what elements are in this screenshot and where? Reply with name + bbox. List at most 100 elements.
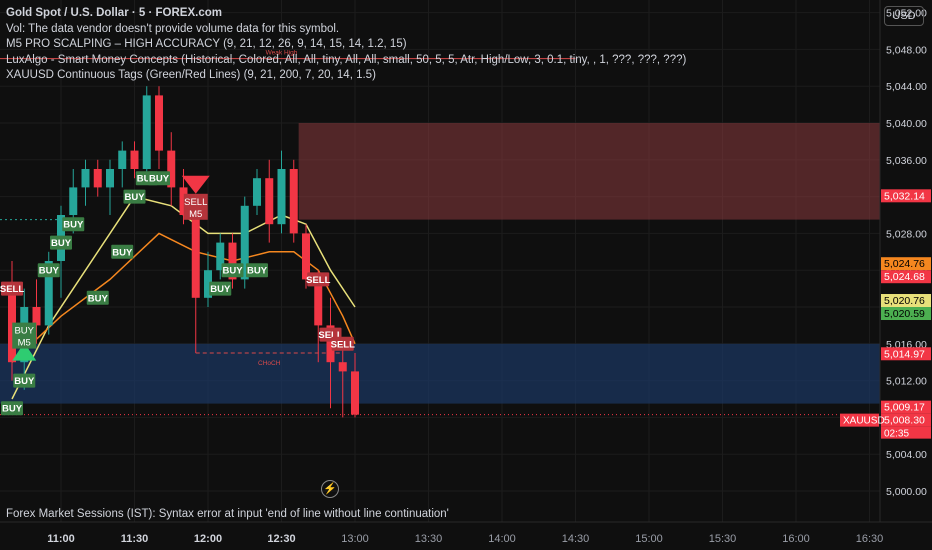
currency-button[interactable]: USD (884, 6, 924, 26)
zone-supply (298, 123, 880, 220)
candle-body[interactable] (216, 242, 225, 271)
price-tag (881, 307, 931, 321)
signal-buy-badge[interactable] (1, 401, 23, 416)
candle-body[interactable] (314, 279, 323, 326)
big-signal-label: SELL (184, 197, 207, 208)
indicator-luxalgo-smc[interactable]: LuxAlgo - Smart Money Concepts (Historic… (6, 53, 687, 66)
price-tag-label: 5,020.76 (884, 295, 925, 307)
price-tag (881, 270, 931, 284)
candle-body[interactable] (191, 215, 200, 298)
price-tick-label: 5,048.00 (886, 44, 927, 56)
price-tick-label: 5,036.00 (886, 155, 927, 167)
signal-buy-badge[interactable] (37, 263, 60, 278)
indicator-error-message: Forex Market Sessions (IST): Syntax erro… (6, 508, 449, 520)
candle-body[interactable] (302, 233, 310, 280)
signal-sell-label: SELL (318, 330, 342, 341)
candle-body[interactable] (8, 288, 16, 363)
candle-body[interactable] (338, 362, 347, 372)
big-signal-sell[interactable] (183, 193, 208, 220)
signal-buy-badge[interactable] (209, 281, 232, 296)
time-tick-label: 11:00 (47, 533, 75, 545)
signal-buy-label: BUY (124, 192, 145, 203)
candle-body[interactable] (240, 205, 249, 280)
candle-body[interactable] (69, 187, 78, 215)
candle-body[interactable] (118, 150, 127, 169)
signal-buy-badge[interactable] (148, 171, 170, 186)
indicator-volume[interactable]: Vol: The data vendor doesn't provide vol… (6, 22, 340, 35)
price-tick-label: 5,004.00 (886, 449, 927, 461)
signal-buy-badge[interactable] (246, 263, 268, 278)
candle-body[interactable] (326, 325, 335, 363)
structure-label: Weak High (266, 50, 298, 57)
time-tick-label: 13:30 (415, 533, 443, 545)
structure-label: CHoCH (258, 360, 281, 367)
signal-buy-badge[interactable] (62, 217, 85, 232)
price-tag (881, 400, 931, 414)
candle-body[interactable] (93, 169, 102, 188)
signal-buy-badge[interactable] (111, 244, 134, 259)
signal-buy-badge[interactable] (123, 189, 146, 204)
countdown-tag (881, 426, 931, 439)
candle-body[interactable] (204, 270, 212, 298)
candle-body[interactable] (167, 150, 176, 188)
candle-body[interactable] (179, 187, 188, 215)
time-tick-label: 13:00 (341, 533, 369, 545)
time-tick-label: 12:30 (267, 533, 295, 545)
price-tag-label: 5,024.76 (884, 258, 925, 270)
price-tag (881, 413, 931, 427)
candle-body[interactable] (106, 169, 114, 188)
signal-sell-badge[interactable] (331, 336, 354, 351)
price-tick-label: 5,044.00 (886, 81, 927, 93)
signal-sell-label: SELL (306, 275, 330, 286)
big-signal-label: BUY (14, 326, 34, 337)
candle-body[interactable] (81, 169, 90, 188)
candle-body[interactable] (228, 242, 237, 280)
signal-buy-label: BUY (112, 247, 133, 258)
candle-body[interactable] (130, 150, 139, 169)
price-tick-label: 5,028.00 (886, 228, 927, 240)
candle-body[interactable] (351, 371, 359, 415)
time-tick-label: 16:30 (856, 533, 884, 545)
candle-body[interactable] (155, 95, 163, 151)
big-signal-timeframe: M5 (189, 209, 202, 220)
candle-body[interactable] (277, 169, 286, 225)
price-tag-label: 5,032.14 (884, 190, 925, 202)
symbol-tag-label: XAUUSD (843, 416, 885, 427)
symbol-tag (840, 413, 879, 427)
signal-buy-badge[interactable] (86, 290, 109, 305)
signal-sell-badge[interactable] (307, 272, 330, 287)
signal-buy-label: BUY (39, 266, 60, 277)
indicator-m5-pro-scalping[interactable]: M5 PRO SCALPING – HIGH ACCURACY (9, 21, … (6, 38, 407, 50)
big-signal-buy[interactable] (12, 322, 37, 349)
candle-body[interactable] (265, 178, 274, 225)
indicator-xauusd-tags[interactable]: XAUUSD Continuous Tags (Green/Red Lines)… (6, 69, 376, 81)
signal-buy-badge[interactable] (13, 373, 36, 388)
zone-demand (0, 343, 880, 404)
signal-buy-badge[interactable] (50, 235, 72, 250)
signal-sell-badge[interactable] (1, 281, 23, 296)
time-tick-label: 15:30 (709, 533, 737, 545)
countdown-label: 02:35 (884, 429, 909, 440)
price-tick-label: 5,040.00 (886, 118, 927, 130)
price-tag-label: 5,009.17 (884, 402, 925, 414)
sell-arrow (181, 175, 210, 194)
time-tick-label: 15:00 (635, 533, 663, 545)
time-tick-label: 12:00 (194, 533, 222, 545)
chart-legend: Gold Spot / U.S. Dollar · 5 · FOREX.com … (6, 6, 686, 84)
ma-line-fast (11, 195, 356, 400)
candle-body[interactable] (289, 169, 298, 234)
price-tag-label: 5,014.97 (884, 348, 925, 360)
signal-buy-label: BUY (222, 266, 243, 277)
candle-body[interactable] (253, 178, 261, 206)
candle-body[interactable] (32, 307, 41, 326)
price-tag (881, 294, 931, 308)
price-tick-label: 5,000.00 (886, 486, 927, 498)
lightning-icon[interactable]: ⚡ (321, 480, 339, 498)
chart-title[interactable]: Gold Spot / U.S. Dollar · 5 · FOREX.com (6, 7, 222, 19)
signal-buy-badge[interactable] (221, 263, 244, 278)
candle-body[interactable] (44, 261, 53, 326)
signal-buy-label: BUY (149, 174, 170, 185)
candle-body[interactable] (142, 95, 151, 169)
